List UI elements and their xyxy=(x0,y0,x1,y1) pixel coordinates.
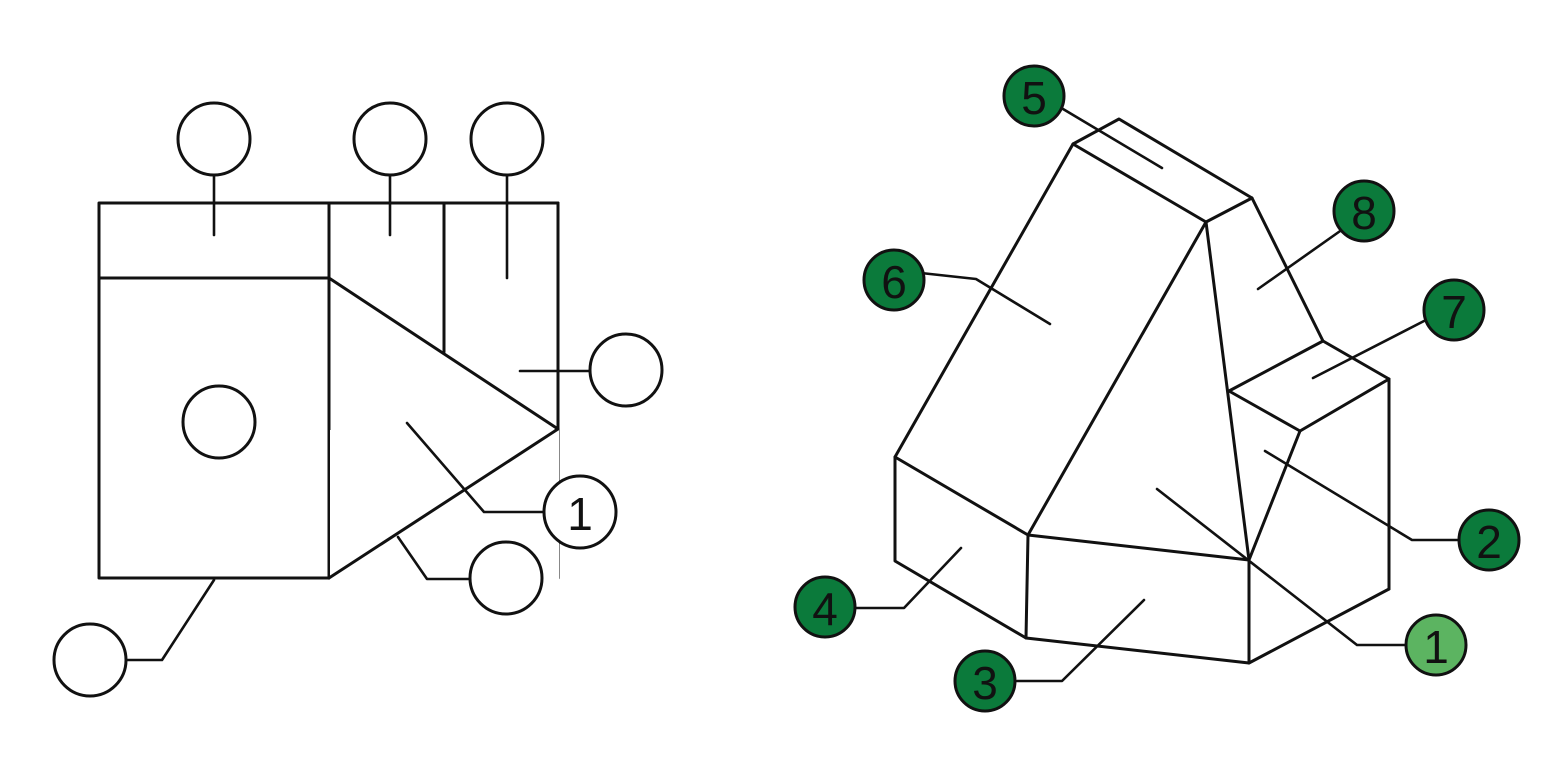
callout-blank-bottom-left xyxy=(52,622,128,698)
isometric-leaders xyxy=(854,104,1464,683)
callout-label: 8 xyxy=(1351,187,1377,239)
callout-1-highlighted: 1 xyxy=(1404,613,1468,677)
callout-label: 4 xyxy=(812,583,838,635)
callout-5: 5 xyxy=(1002,64,1066,128)
callout-label: 7 xyxy=(1441,286,1467,338)
callout-blank-top-left xyxy=(176,101,252,177)
callout-blank-center-left xyxy=(181,384,257,460)
orthographic-leaders xyxy=(124,174,592,662)
callout-8: 8 xyxy=(1332,179,1396,243)
callout-label: 3 xyxy=(972,657,998,709)
callout-2: 2 xyxy=(1457,508,1521,572)
callout-blank-top-right xyxy=(469,101,545,177)
callout-label: 1 xyxy=(567,488,593,540)
callout-label: 2 xyxy=(1476,516,1502,568)
callout-blank-top-middle xyxy=(352,101,428,177)
isometric-view: 5 8 6 7 2 1 4 3 xyxy=(793,64,1521,713)
callout-label: 1 xyxy=(1423,621,1449,673)
callout-face-1: 1 xyxy=(542,474,618,550)
callout-4: 4 xyxy=(793,575,857,639)
callout-3: 3 xyxy=(953,649,1017,713)
callout-blank-lower-diagonal xyxy=(468,540,544,616)
isometric-outline xyxy=(893,117,1391,665)
callout-6: 6 xyxy=(862,248,926,312)
callout-blank-right xyxy=(588,332,664,408)
callout-label: 5 xyxy=(1021,72,1047,124)
callout-7: 7 xyxy=(1422,278,1486,342)
orthographic-view: 1 xyxy=(52,101,664,698)
callout-label: 6 xyxy=(881,256,907,308)
